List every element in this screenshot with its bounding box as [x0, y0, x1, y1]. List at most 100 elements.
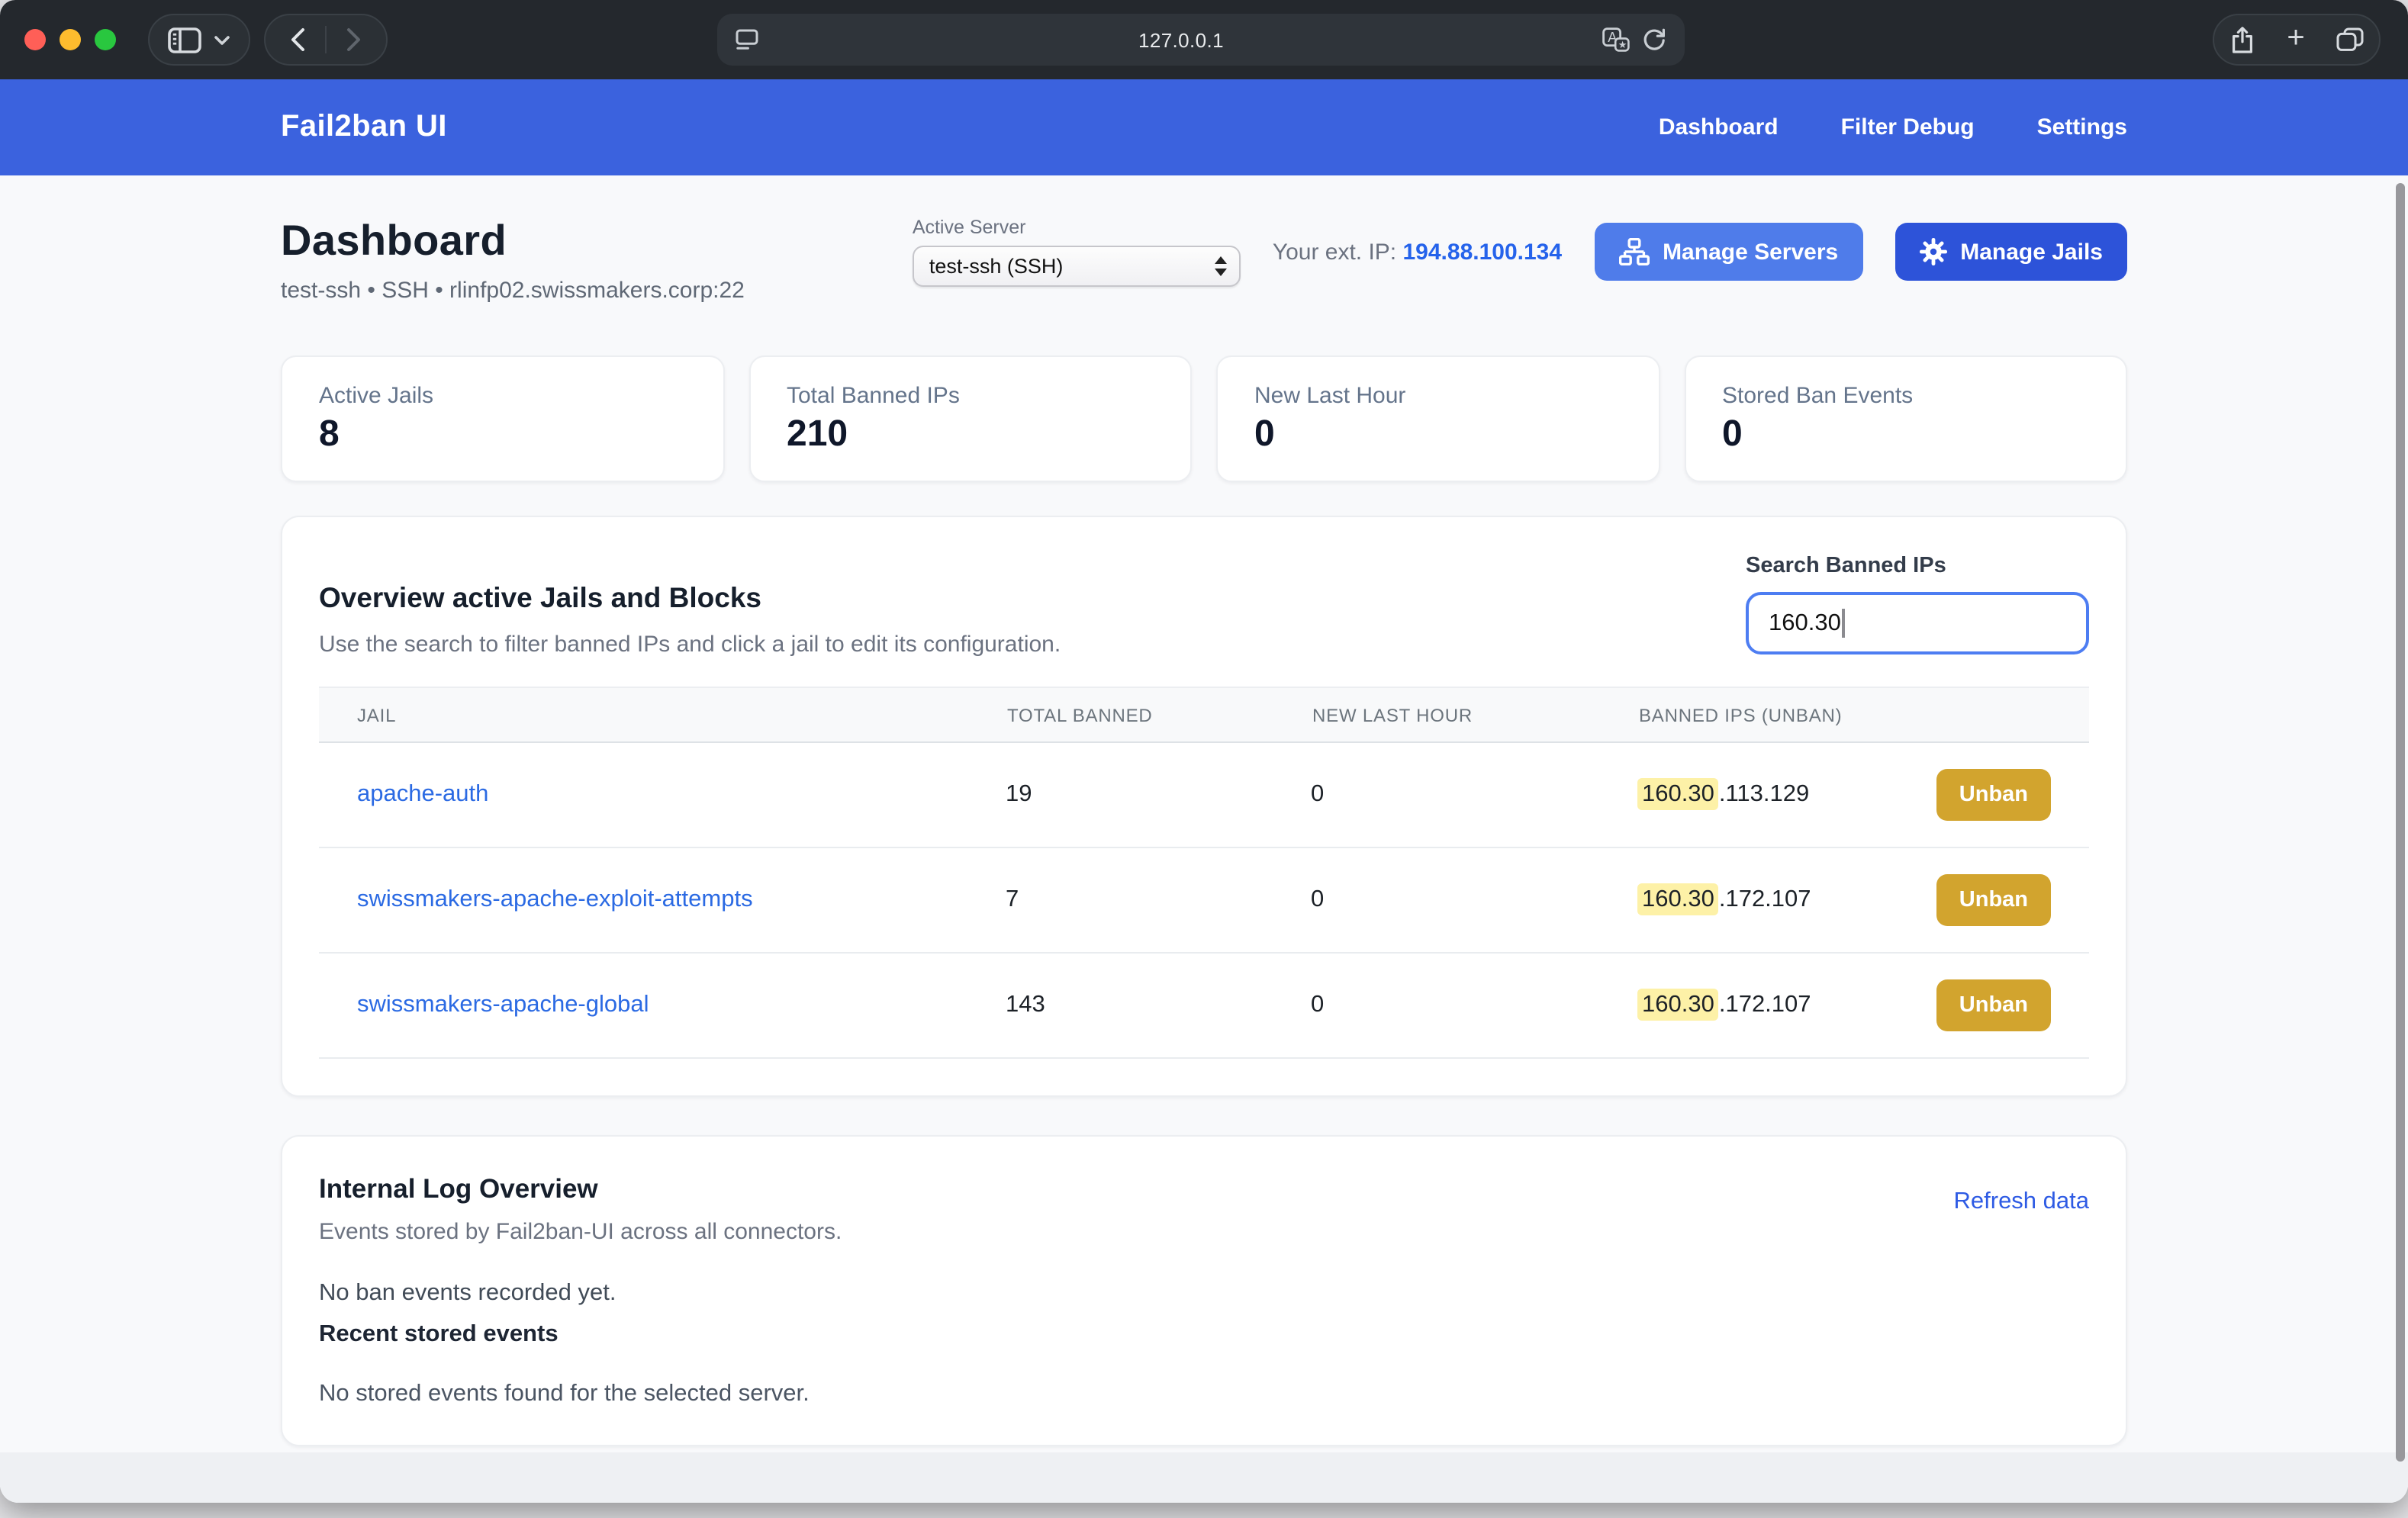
- select-stepper-icon: [1215, 256, 1227, 276]
- column-header-total-banned: Total Banned: [1006, 704, 1311, 725]
- forward-button[interactable]: [337, 17, 371, 63]
- nav-link-filter-debug[interactable]: Filter Debug: [1841, 114, 1975, 140]
- stat-value: 0: [1254, 413, 1621, 456]
- manage-jails-label: Manage Jails: [1960, 239, 2103, 265]
- close-window-button[interactable]: [24, 29, 46, 50]
- stat-value: 8: [319, 413, 686, 456]
- banned-ip: 160.30.172.107: [1637, 992, 1811, 1019]
- new-last-hour-value: 0: [1311, 992, 1637, 1019]
- table-row: swissmakers-apache-exploit-attempts 7 0 …: [319, 848, 2089, 954]
- chevron-down-icon: [214, 34, 230, 45]
- jails-overview-card: Overview active Jails and Blocks Use the…: [281, 516, 2127, 1097]
- reload-icon[interactable]: [1642, 27, 1666, 52]
- jail-link[interactable]: swissmakers-apache-global: [357, 992, 649, 1018]
- jails-table: Jail Total Banned New Last Hour Banned I…: [319, 687, 2089, 1059]
- page-header: Dashboard test-ssh • SSH • rlinfp02.swis…: [281, 217, 2127, 304]
- ip-search-match: 160.30: [1637, 989, 1719, 1021]
- external-ip: Your ext. IP: 194.88.100.134: [1273, 239, 1562, 265]
- gear-icon: [1919, 238, 1946, 265]
- stat-value: 0: [1722, 413, 2089, 456]
- overview-title: Overview active Jails and Blocks: [319, 581, 1061, 615]
- banned-ip: 160.30.113.129: [1637, 781, 1809, 809]
- stat-label: Active Jails: [319, 383, 686, 409]
- no-stored-events-message: No stored events found for the selected …: [319, 1381, 2089, 1408]
- stat-value: 210: [787, 413, 1154, 456]
- stat-label: New Last Hour: [1254, 383, 1621, 409]
- column-header-jail: Jail: [319, 704, 1006, 725]
- search-banned-ips-input[interactable]: 160.30: [1746, 592, 2089, 654]
- safari-window: 127.0.0.1 A ★: [0, 0, 2408, 1503]
- log-subtitle: Events stored by Fail2ban-UI across all …: [319, 1219, 842, 1245]
- refresh-data-link[interactable]: Refresh data: [1954, 1188, 2090, 1216]
- sitemap-icon: [1618, 238, 1649, 265]
- ip-search-match: 160.30: [1637, 883, 1719, 915]
- minimize-window-button[interactable]: [60, 29, 81, 50]
- table-row: apache-auth 19 0 160.30.113.129 Unban: [319, 743, 2089, 848]
- nav-link-settings[interactable]: Settings: [2037, 114, 2127, 140]
- unban-button[interactable]: Unban: [1936, 979, 2051, 1031]
- new-last-hour-value: 0: [1311, 781, 1637, 809]
- history-nav-buttons: [264, 14, 388, 66]
- ip-search-match: 160.30: [1637, 778, 1719, 810]
- active-server-select[interactable]: test-ssh (SSH): [913, 246, 1241, 287]
- unban-button[interactable]: Unban: [1936, 769, 2051, 821]
- nav-link-dashboard[interactable]: Dashboard: [1659, 114, 1779, 140]
- traffic-lights: [24, 29, 116, 50]
- screen: 127.0.0.1 A ★: [0, 0, 2408, 1518]
- banned-ip: 160.30.172.107: [1637, 886, 1811, 914]
- vertical-scrollbar[interactable]: [2396, 183, 2405, 1462]
- stat-card: Active Jails 8: [281, 355, 724, 482]
- text-cursor: [1843, 609, 1845, 638]
- stat-label: Stored Ban Events: [1722, 383, 2089, 409]
- unban-button[interactable]: Unban: [1936, 874, 2051, 926]
- new-tab-icon[interactable]: +: [2287, 23, 2304, 53]
- fullscreen-window-button[interactable]: [95, 29, 116, 50]
- total-banned-value: 143: [1006, 992, 1311, 1019]
- total-banned-value: 7: [1006, 886, 1311, 914]
- column-header-new-last-hour: New Last Hour: [1311, 704, 1637, 725]
- tab-overview-icon[interactable]: [2336, 27, 2364, 52]
- stat-card: New Last Hour 0: [1216, 355, 1660, 482]
- page-body: Dashboard test-ssh • SSH • rlinfp02.swis…: [0, 175, 2408, 1503]
- manage-servers-button[interactable]: Manage Servers: [1594, 223, 1862, 281]
- toolbar-right-buttons: +: [2213, 14, 2381, 66]
- ip-rest: .172.107: [1719, 992, 1811, 1018]
- app-navbar: Fail2ban UI Dashboard Filter Debug Setti…: [0, 79, 2408, 175]
- translate-icon[interactable]: A ★: [1602, 27, 1630, 52]
- url-text: 127.0.0.1: [760, 28, 1602, 51]
- browser-titlebar: 127.0.0.1 A ★: [0, 0, 2408, 79]
- back-button[interactable]: [281, 17, 314, 63]
- active-server-label: Active Server: [913, 217, 1241, 238]
- divider: [325, 26, 327, 53]
- recent-stored-events-title: Recent stored events: [319, 1321, 2089, 1349]
- sidebar-icon: [168, 27, 201, 53]
- jail-link[interactable]: swissmakers-apache-exploit-attempts: [357, 886, 753, 912]
- log-title: Internal Log Overview: [319, 1173, 842, 1205]
- stat-card: Total Banned IPs 210: [748, 355, 1192, 482]
- overview-subtitle: Use the search to filter banned IPs and …: [319, 632, 1061, 658]
- stat-card: Stored Ban Events 0: [1684, 355, 2127, 482]
- brand-title: Fail2ban UI: [281, 110, 447, 145]
- search-input-value: 160.30: [1769, 609, 1841, 637]
- external-ip-value[interactable]: 194.88.100.134: [1403, 239, 1563, 265]
- no-ban-events-message: No ban events recorded yet.: [319, 1280, 2089, 1307]
- manage-servers-label: Manage Servers: [1663, 239, 1838, 265]
- sidebar-toggle-button[interactable]: [148, 14, 250, 66]
- total-banned-value: 19: [1006, 781, 1311, 809]
- page-title: Dashboard: [281, 217, 745, 265]
- internal-log-card: Internal Log Overview Events stored by F…: [281, 1135, 2127, 1446]
- table-row: swissmakers-apache-global 143 0 160.30.1…: [319, 954, 2089, 1059]
- stat-label: Total Banned IPs: [787, 383, 1154, 409]
- address-bar[interactable]: 127.0.0.1 A ★: [717, 14, 1685, 66]
- manage-jails-button[interactable]: Manage Jails: [1895, 223, 2127, 281]
- column-header-banned-ips: Banned IPs (Unban): [1637, 704, 2089, 725]
- window-bottom-band: [0, 1452, 2408, 1503]
- website-settings-icon[interactable]: [736, 29, 760, 50]
- new-last-hour-value: 0: [1311, 886, 1637, 914]
- ip-rest: .172.107: [1719, 886, 1811, 912]
- jail-link[interactable]: apache-auth: [357, 781, 488, 807]
- active-server-value: test-ssh (SSH): [929, 255, 1215, 278]
- share-icon[interactable]: [2229, 25, 2255, 54]
- ip-rest: .113.129: [1719, 781, 1809, 807]
- svg-text:★: ★: [1618, 39, 1627, 50]
